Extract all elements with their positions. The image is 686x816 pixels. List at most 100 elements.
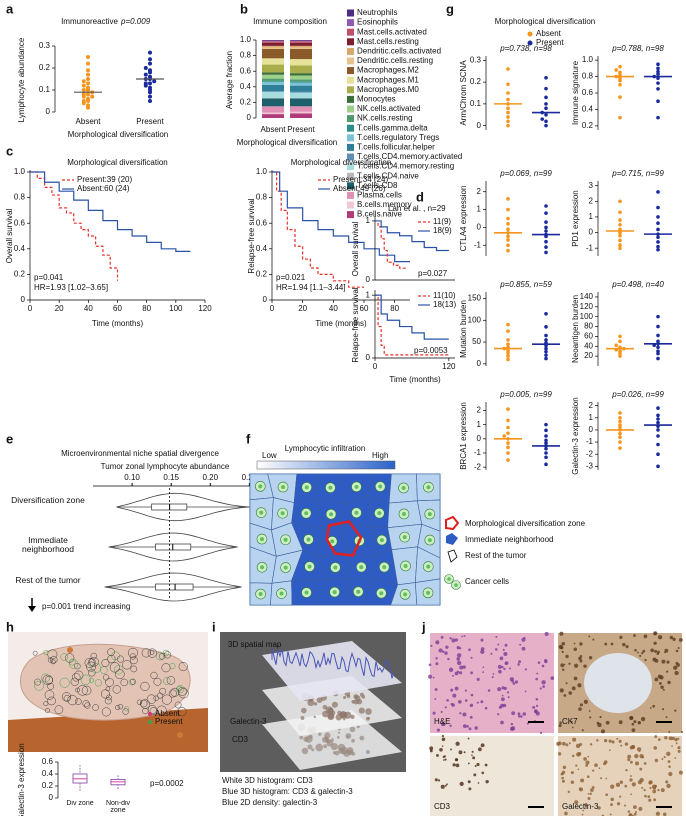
stain [622,642,626,647]
stain [655,811,661,816]
y-tick-label: 1.0 [14,167,26,176]
stain [627,758,631,762]
stain [484,706,488,710]
stain [484,763,488,767]
stain [599,715,602,719]
dot [148,99,152,103]
y-tick-label: 1 [589,413,594,422]
stain [500,697,505,702]
nucleus [354,484,359,489]
stain [585,764,588,767]
category-label: Div zone [66,800,94,807]
stain [609,813,612,816]
y-tick-label: 0.8 [240,51,252,60]
stack-segment [290,106,312,112]
dot [618,115,622,120]
region [44,690,55,700]
dot [544,333,548,338]
survival-curve [375,294,449,356]
legend-dot [148,712,152,716]
y-tick-label: 100 [580,312,594,321]
y-label: Overall survival [351,221,360,276]
stack-segment [262,58,284,65]
nucleus [330,539,335,544]
dot [506,227,510,232]
lumen [584,653,652,713]
region [122,708,129,715]
dot [656,69,660,74]
region [161,663,171,673]
dot [152,79,157,84]
region [146,694,157,704]
y-tick-label: 150 [468,294,482,303]
stain [450,688,454,692]
region [104,697,112,705]
cd3-density [324,736,329,741]
region [54,705,64,715]
stain [570,771,574,775]
legend-label: Neutrophils [357,8,397,17]
nucleus [379,538,384,543]
stain [471,750,474,753]
dot [544,311,548,316]
dot [618,351,622,356]
y-tick-label: 0.3 [470,55,482,64]
nucleus [332,590,337,595]
stain [568,742,571,745]
dot [544,250,548,255]
stain [571,686,576,691]
stain [454,638,458,642]
stain [629,775,632,777]
legend-label: Present:39 (20) [77,175,132,184]
stain [659,675,664,680]
region [136,699,143,705]
stain [589,743,593,746]
region [88,677,95,683]
stain [678,770,683,775]
legend-label: Plasma.cells [357,191,402,200]
stain [605,720,610,725]
region [163,677,171,685]
y-tick-label: 20 [584,351,593,360]
cd3-density [343,749,351,757]
row-label-box: Immediate neighborhood [22,536,74,553]
stain [449,637,452,640]
region [60,653,69,661]
dot [506,451,510,455]
caption: Blue 2D density: galectin-3 [222,798,318,807]
legend-nucleus [447,577,451,581]
stain [440,635,444,639]
dot [618,334,622,339]
stain [596,739,599,742]
dot [544,220,548,224]
dot [143,72,148,77]
stain [497,687,502,692]
dot [656,413,660,418]
dot [506,216,510,221]
stain [492,673,495,675]
row-label-box: Rest of the tumor [15,576,80,584]
dot [618,199,622,204]
galectin-density [343,695,347,700]
dot [656,215,660,219]
legend-label: B.cells.memory [357,200,412,209]
region [68,658,76,666]
stain [668,730,671,733]
dot [506,106,510,111]
stain [443,755,446,758]
stain [432,676,435,679]
stain [532,705,536,709]
stain [439,747,443,752]
stack-segment [290,81,312,83]
stain [497,664,502,669]
region [101,707,111,717]
stain [440,784,445,789]
dot [148,85,152,90]
dot [544,123,548,128]
dot [544,204,548,208]
stain [450,748,452,751]
stain [446,699,449,702]
dot [618,78,622,83]
x-tick-label: 80 [142,304,151,313]
legend-swatch [347,28,354,36]
